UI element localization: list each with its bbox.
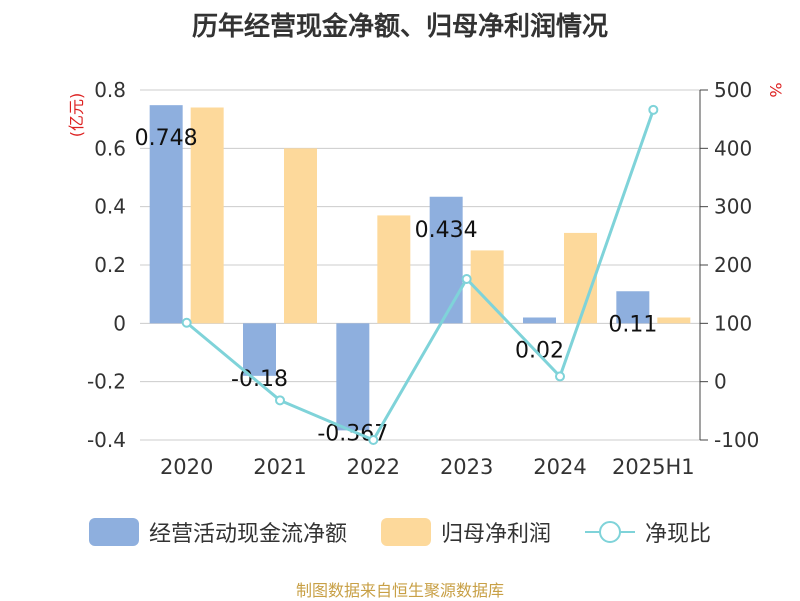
y-tick-left: 0.4	[94, 195, 126, 219]
bars	[149, 105, 691, 431]
line-series	[181, 104, 659, 445]
x-tick-label: 2021	[253, 455, 306, 479]
x-tick-label: 2024	[533, 455, 586, 479]
x-tick-label: 2023	[440, 455, 493, 479]
x-tick-label: 2022	[347, 455, 400, 479]
y-tick-right: 400	[714, 136, 752, 160]
y-tick-left: 0.6	[94, 136, 126, 160]
bar-cashflow	[429, 196, 463, 324]
bar-netprofit	[657, 317, 691, 324]
source-note: 制图数据来自恒生聚源数据库	[295, 581, 504, 600]
legend-label-netprofit: 归母净利润	[440, 522, 551, 547]
data-label-cashflow: 0.02	[515, 339, 564, 364]
y-tick-right: 200	[714, 253, 752, 277]
y-tick-left: 0	[113, 311, 126, 335]
y-tick-left: -0.4	[87, 428, 126, 452]
ratio-point	[461, 274, 472, 284]
legend-swatch-cashflow	[88, 518, 139, 546]
data-label-cashflow: 0.11	[608, 312, 657, 337]
ratio-point	[555, 371, 565, 382]
bar-netprofit	[190, 107, 224, 324]
bar-cashflow	[616, 291, 650, 324]
legend-item-ratio[interactable]: 净现比	[585, 516, 711, 548]
y-tick-right: -100	[714, 428, 759, 452]
ratio-point	[181, 317, 192, 328]
y-axis-right-label: %	[766, 82, 785, 97]
legend-item-cashflow[interactable]: 经营活动现金流净额	[88, 516, 347, 548]
bar-cashflow	[149, 105, 183, 324]
x-tick-label: 2020	[160, 455, 213, 479]
y-tick-left: 0.2	[94, 253, 126, 277]
axes: 0.8 0.6 0.4 0.2 0 -0.2 -0.4 500 400 300 200 100 0 -10…	[87, 78, 759, 479]
data-label-cashflow: -0.18	[231, 367, 288, 392]
y-tick-right: 500	[714, 78, 752, 102]
legend: 经营活动现金流净额 归母净利润 净现比	[0, 516, 800, 548]
y-axis-left-label: (亿元)	[67, 93, 86, 138]
bar-netprofit	[284, 148, 317, 324]
ratio-point	[368, 435, 379, 445]
bar-cashflow	[336, 323, 370, 431]
chart-title: 历年经营现金净额、归母净利润情况	[191, 12, 608, 42]
data-label-cashflow: 0.748	[135, 126, 198, 151]
ratio-point	[275, 395, 285, 406]
legend-label-ratio: 净现比	[645, 522, 712, 547]
legend-label-cashflow: 经营活动现金流净额	[148, 522, 347, 547]
y-tick-left: -0.2	[87, 370, 126, 394]
bar-netprofit	[564, 232, 597, 324]
bar-cashflow	[523, 317, 556, 324]
legend-swatch-netprofit	[380, 518, 431, 546]
legend-item-netprofit[interactable]: 归母净利润	[380, 516, 551, 548]
y-tick-right: 100	[714, 311, 752, 335]
bar-netprofit	[377, 215, 411, 324]
ratio-line	[185, 109, 655, 442]
x-tick-label: 2025H1	[612, 455, 695, 479]
ratio-point	[648, 104, 659, 115]
data-label-cashflow: 0.434	[415, 218, 478, 243]
grid-lines	[140, 89, 700, 441]
y-tick-left: 0.8	[94, 78, 126, 102]
y-tick-right: 300	[714, 195, 752, 219]
legend-swatch-ratio	[585, 518, 635, 546]
y-tick-right: 0	[714, 370, 727, 394]
bar-cashflow	[243, 323, 276, 376]
